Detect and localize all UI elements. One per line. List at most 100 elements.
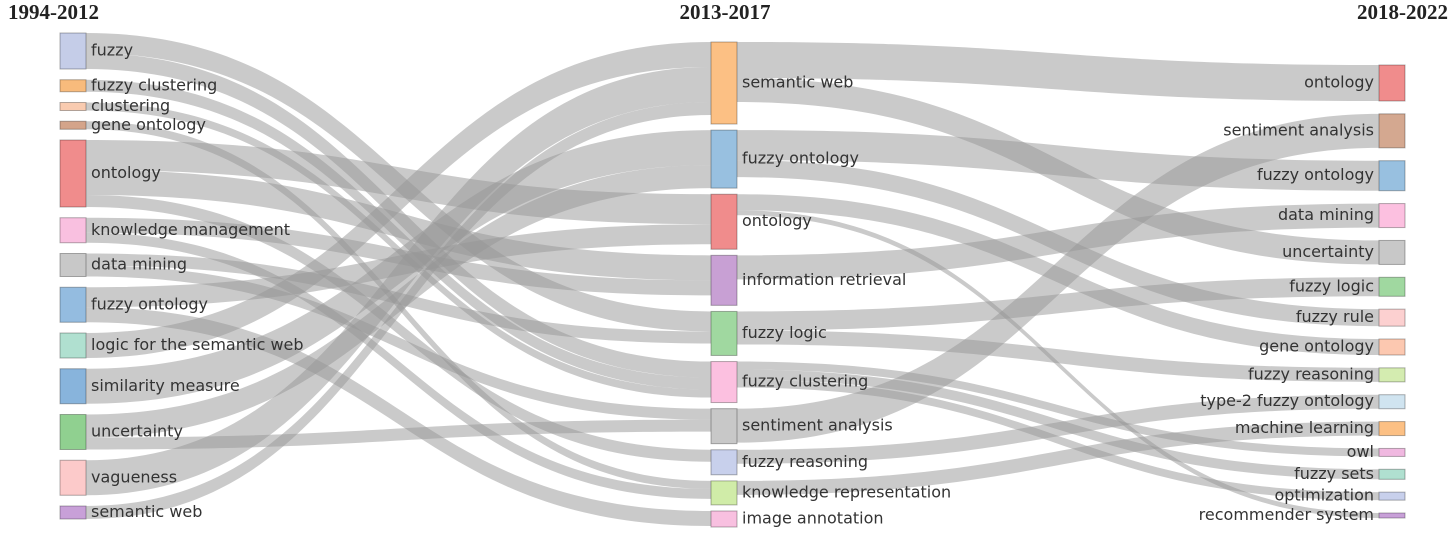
node-label: fuzzy clustering: [91, 75, 217, 94]
node: [59, 332, 87, 359]
node-label: gene ontology: [1259, 337, 1374, 356]
node: [710, 254, 738, 306]
node-label: logic for the semantic web: [91, 335, 304, 354]
node: [59, 217, 87, 244]
node-label: machine learning: [1235, 418, 1374, 437]
flow: [86, 195, 711, 462]
node: [59, 253, 87, 277]
flow: [737, 42, 1379, 101]
node-label: uncertainty: [1282, 242, 1374, 261]
node-label: similarity measure: [91, 376, 240, 395]
node-label: knowledge representation: [742, 482, 951, 501]
node: [1378, 338, 1406, 356]
node: [1378, 512, 1406, 519]
node-label: fuzzy reasoning: [1248, 364, 1374, 383]
node: [59, 139, 87, 208]
column-title: 1994-2012: [8, 0, 99, 24]
node-label: data mining: [1278, 205, 1374, 224]
flow: [86, 42, 711, 358]
column-title: 2013-2017: [680, 0, 771, 24]
node: [1378, 203, 1406, 229]
node-label: knowledge management: [91, 220, 290, 239]
node: [710, 310, 738, 356]
node-label: fuzzy clustering: [742, 372, 868, 391]
node-label: sentiment analysis: [1223, 120, 1374, 139]
node: [710, 480, 738, 506]
column-title: 2018-2022: [1357, 0, 1448, 24]
node-label: recommender system: [1199, 505, 1374, 524]
node: [59, 368, 87, 405]
node-label: fuzzy: [91, 41, 133, 60]
node-label: ontology: [742, 211, 812, 230]
node-label: ontology: [91, 163, 161, 182]
node: [1378, 447, 1406, 457]
flow: [86, 265, 711, 420]
flow: [737, 421, 1379, 495]
flow: [737, 379, 1379, 501]
flow: [737, 210, 1379, 518]
node-label: fuzzy rule: [1296, 307, 1374, 326]
node-label: fuzzy sets: [1294, 464, 1374, 483]
node: [710, 510, 738, 528]
node-label: data mining: [91, 255, 187, 274]
node-label: image annotation: [742, 509, 884, 528]
flow: [737, 330, 1379, 382]
node: [1378, 468, 1406, 480]
node-label: owl: [1347, 442, 1374, 461]
node-label: fuzzy reasoning: [742, 452, 868, 471]
flow: [737, 394, 1379, 464]
flow: [86, 165, 711, 438]
node-label: fuzzy ontology: [742, 149, 859, 168]
node: [710, 449, 738, 476]
links: [86, 33, 1379, 526]
node: [1378, 421, 1406, 437]
flow: [737, 277, 1379, 331]
node-label: fuzzy logic: [1289, 276, 1374, 295]
node: [1378, 276, 1406, 297]
node: [59, 414, 87, 450]
node: [59, 459, 87, 496]
node: [1378, 239, 1406, 265]
flow: [86, 67, 711, 496]
node: [710, 41, 738, 125]
flow: [737, 113, 1379, 443]
node: [59, 32, 87, 70]
node: [1378, 308, 1406, 327]
node-label: type-2 fuzzy ontology: [1200, 391, 1374, 410]
node: [710, 193, 738, 250]
node-label: optimization: [1274, 486, 1374, 505]
node: [1378, 394, 1406, 410]
node-label: vagueness: [91, 467, 177, 486]
node: [59, 505, 87, 520]
node-label: semantic web: [742, 73, 853, 92]
flow: [86, 232, 711, 499]
node: [710, 408, 738, 445]
node: [1378, 491, 1406, 501]
node: [59, 102, 87, 111]
node-label: uncertainty: [91, 422, 183, 441]
node: [1378, 113, 1406, 149]
node-label: semantic web: [91, 502, 202, 521]
node-label: ontology: [1304, 73, 1374, 92]
flow: [86, 170, 711, 281]
flow: [737, 361, 1379, 457]
node-label: fuzzy ontology: [91, 294, 208, 313]
node: [59, 286, 87, 323]
flow: [86, 102, 711, 519]
node-label: fuzzy ontology: [1257, 165, 1374, 184]
node-label: fuzzy logic: [742, 323, 827, 342]
node-label: gene ontology: [91, 115, 206, 134]
node: [710, 361, 738, 404]
node: [1378, 160, 1406, 192]
node: [1378, 64, 1406, 102]
node: [59, 120, 87, 130]
flow: [737, 203, 1379, 280]
node: [59, 79, 87, 93]
node: [710, 129, 738, 189]
flow: [86, 307, 711, 526]
node-label: clustering: [91, 96, 170, 115]
node-label: information retrieval: [742, 270, 906, 289]
node-label: sentiment analysis: [742, 416, 893, 435]
